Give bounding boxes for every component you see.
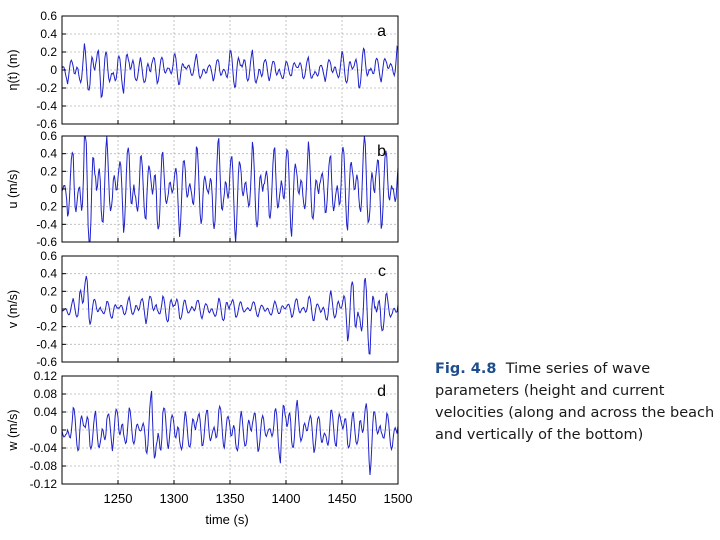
y-axis-label-c: v (m/s) bbox=[6, 290, 20, 328]
y-axis-label-b: u (m/s) bbox=[6, 170, 20, 209]
y-tick-label: 0.4 bbox=[40, 27, 57, 41]
panel-letter-b: b bbox=[377, 143, 386, 160]
y-tick-label: 0.4 bbox=[40, 147, 57, 161]
x-axis-label: time (s) bbox=[205, 512, 248, 527]
x-tick-label: 1500 bbox=[384, 491, 413, 506]
y-tick-label: 0.12 bbox=[34, 369, 58, 383]
y-axis-label-d: w (m/s) bbox=[6, 410, 20, 452]
y-tick-label: 0.6 bbox=[40, 249, 57, 263]
y-tick-label: 0.08 bbox=[34, 387, 58, 401]
y-tick-label: -0.6 bbox=[36, 235, 57, 249]
y-tick-label: -0.4 bbox=[36, 337, 57, 351]
y-tick-label: -0.6 bbox=[36, 117, 57, 131]
y-tick-label: 0.2 bbox=[40, 284, 57, 298]
y-tick-label: 0 bbox=[50, 63, 57, 77]
y-tick-label: 0.04 bbox=[34, 405, 58, 419]
caption-label: Fig. 4.8 bbox=[435, 361, 497, 377]
x-tick-label: 1400 bbox=[272, 491, 301, 506]
y-tick-label: -0.08 bbox=[30, 459, 58, 473]
y-tick-label: 0 bbox=[50, 302, 57, 316]
y-tick-label: -0.12 bbox=[30, 477, 58, 491]
caption-text: Time series of wave parameters (height a… bbox=[435, 361, 715, 443]
y-tick-label: 0.2 bbox=[40, 164, 57, 178]
y-tick-label: -0.2 bbox=[36, 81, 57, 95]
y-tick-label: 0.6 bbox=[40, 129, 57, 143]
series-line-b bbox=[61, 135, 399, 243]
x-tick-label: 1350 bbox=[216, 491, 245, 506]
x-tick-label: 1250 bbox=[104, 491, 133, 506]
y-tick-label: 0 bbox=[50, 423, 57, 437]
y-tick-label: -0.4 bbox=[36, 99, 57, 113]
panel-letter-a: a bbox=[377, 23, 386, 40]
figure-caption: Fig. 4.8 Time series of wave parameters … bbox=[435, 358, 715, 446]
y-tick-label: -0.6 bbox=[36, 355, 57, 369]
series-line-a bbox=[61, 43, 399, 99]
y-tick-label: 0 bbox=[50, 182, 57, 196]
series-line-d bbox=[61, 390, 399, 476]
time-series-figure: -0.6 -0.4 -0.2 0 0.2 0.4 0.6 a η(t) (m) -0.6 -0.4 0… bbox=[6, 9, 413, 527]
y-tick-label: -0.2 bbox=[36, 320, 57, 334]
y-tick-label: 0.6 bbox=[40, 9, 57, 23]
y-tick-label: 0.4 bbox=[40, 267, 57, 281]
y-tick-label: -0.04 bbox=[30, 441, 58, 455]
panel-letter-c: c bbox=[378, 263, 386, 280]
x-tick-label: 1300 bbox=[160, 491, 189, 506]
y-tick-label: 0.2 bbox=[40, 45, 57, 59]
y-tick-label: 0.2 bbox=[40, 200, 57, 214]
panel-letter-d: d bbox=[377, 383, 386, 400]
y-axis-label-a: η(t) (m) bbox=[6, 50, 20, 91]
y-tick-label: -0.4 bbox=[36, 217, 57, 231]
series-line-c bbox=[61, 275, 399, 355]
x-tick-label: 1450 bbox=[328, 491, 357, 506]
